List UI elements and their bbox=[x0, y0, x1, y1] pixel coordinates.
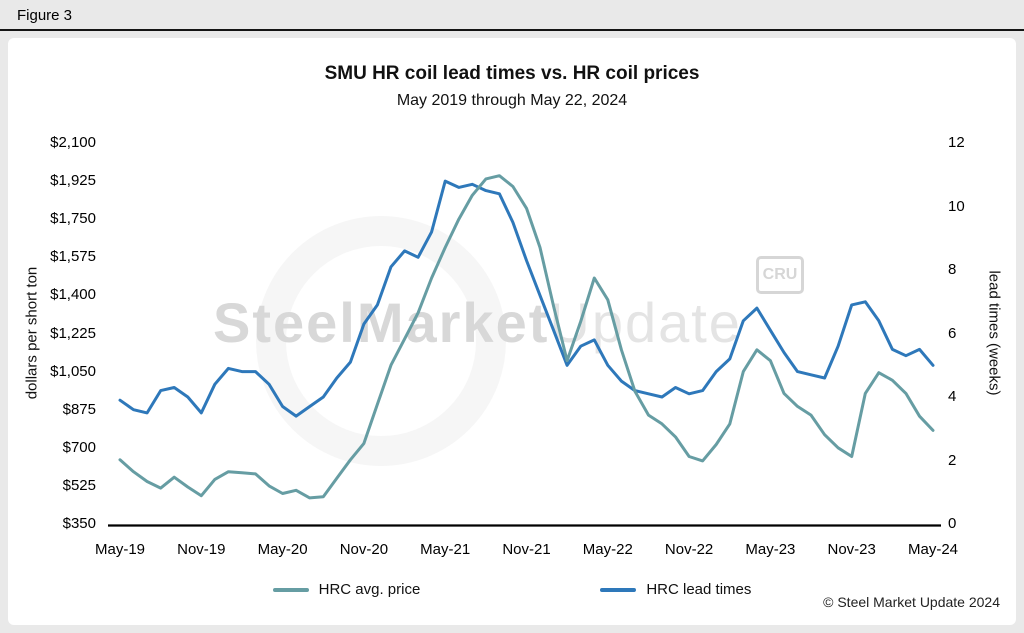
chart-panel: SteelMarket Update CRU SMU HR coil lead t… bbox=[8, 38, 1016, 625]
legend-swatch-hrc-avg-price bbox=[272, 587, 309, 592]
chart-subtitle: May 2019 through May 22, 2024 bbox=[396, 92, 628, 109]
left-axis-tick-label: $875 bbox=[62, 400, 96, 418]
right-axis-tick-label: 6 bbox=[948, 324, 957, 342]
x-axis-tick-label: May-24 bbox=[907, 541, 959, 558]
legend: HRC avg. price HRC lead times bbox=[8, 581, 1016, 598]
legend-item-hrc-lead-times: HRC lead times bbox=[600, 581, 751, 598]
header-divider bbox=[0, 29, 1024, 31]
right-axis-tick-label: 10 bbox=[948, 197, 965, 215]
x-axis-tick-label: May-23 bbox=[745, 541, 796, 558]
legend-label-hrc-avg-price: HRC avg. price bbox=[318, 581, 421, 598]
x-axis-tick-label: Nov-19 bbox=[177, 541, 226, 558]
left-axis-tick-label: $1,575 bbox=[50, 248, 96, 266]
legend-swatch-hrc-lead-times bbox=[600, 587, 637, 592]
right-axis-tick-label: 4 bbox=[948, 388, 957, 405]
left-axis-tick-label: $1,750 bbox=[50, 210, 96, 228]
plot-area bbox=[108, 174, 941, 527]
left-axis-tick-label: $2,100 bbox=[50, 134, 96, 151]
right-axis-tick-label: 8 bbox=[948, 261, 957, 278]
cru-logo: CRU bbox=[756, 256, 804, 294]
legend-item-hrc-avg-price: HRC avg. price bbox=[272, 581, 421, 598]
x-axis-tick-label: Nov-23 bbox=[827, 541, 876, 558]
chart-title: SMU HR coil lead times vs. HR coil price… bbox=[324, 63, 700, 84]
left-axis-tick-label: $350 bbox=[62, 515, 96, 532]
x-axis-tick-label: May-22 bbox=[582, 541, 633, 558]
x-axis-tick-label: Nov-22 bbox=[664, 541, 714, 558]
series-line-hrc-avg-price bbox=[118, 174, 935, 500]
right-axis-tick-label: 12 bbox=[948, 134, 965, 151]
legend-label-hrc-lead-times: HRC lead times bbox=[646, 581, 752, 598]
x-axis-tick-label: May-21 bbox=[420, 541, 471, 558]
right-axis-tick-label: 0 bbox=[948, 515, 957, 532]
left-axis-tick-label: $1,050 bbox=[50, 362, 96, 380]
left-axis-tick-label: $1,225 bbox=[50, 324, 96, 342]
left-axis-tick-label: $700 bbox=[62, 438, 96, 456]
copyright-notice: © Steel Market Update 2024 bbox=[823, 594, 1000, 610]
figure-label: Figure 3 bbox=[17, 7, 73, 24]
left-axis-tick-label: $525 bbox=[62, 476, 96, 494]
x-axis-tick-label: May-19 bbox=[94, 541, 146, 558]
left-axis-tick-label: $1,400 bbox=[50, 286, 96, 304]
x-axis-tick-label: May-20 bbox=[257, 541, 308, 558]
x-axis-tick-label: Nov-21 bbox=[502, 541, 551, 558]
right-axis-tick-label: 2 bbox=[948, 451, 957, 469]
left-axis-tick-label: $1,925 bbox=[50, 172, 96, 190]
series-line-hrc-lead-times bbox=[118, 179, 935, 418]
x-axis-tick-label: Nov-20 bbox=[339, 541, 389, 558]
